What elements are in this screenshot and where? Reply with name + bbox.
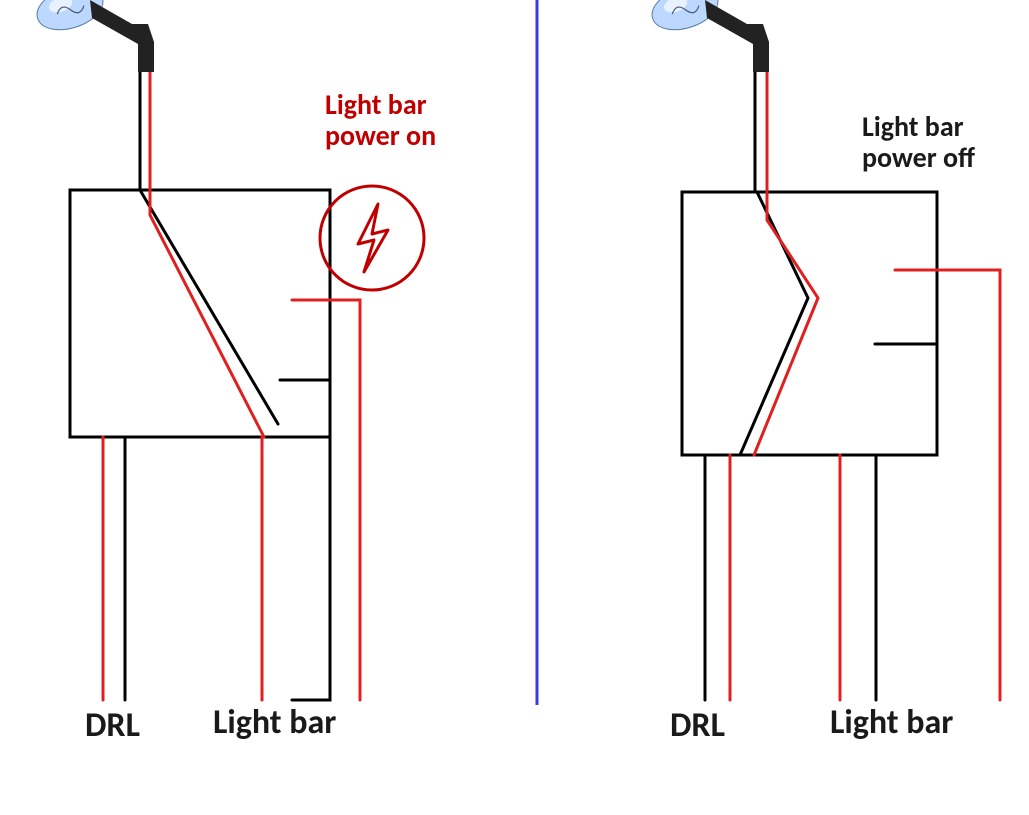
left-status-line2: power on <box>325 118 436 153</box>
right-drl-label: DRL <box>670 705 725 746</box>
right-status-label: Light bar power off <box>862 112 975 174</box>
right-lightbar-label: Light bar <box>830 702 953 743</box>
right-relay-box <box>682 192 937 455</box>
left-drl-label: DRL <box>85 705 140 746</box>
right-diagram <box>646 0 1000 700</box>
right-bulb-icon <box>646 0 769 72</box>
left-bulb-icon <box>31 0 154 72</box>
left-lightbar-label: Light bar <box>213 702 336 743</box>
power-indicator-icon <box>320 186 424 290</box>
right-status-line1: Light bar <box>862 109 964 144</box>
left-black-wires <box>125 48 330 700</box>
left-status-label: Light bar power on <box>325 90 436 152</box>
right-status-line2: power off <box>862 140 975 175</box>
left-status-line1: Light bar <box>325 87 427 122</box>
